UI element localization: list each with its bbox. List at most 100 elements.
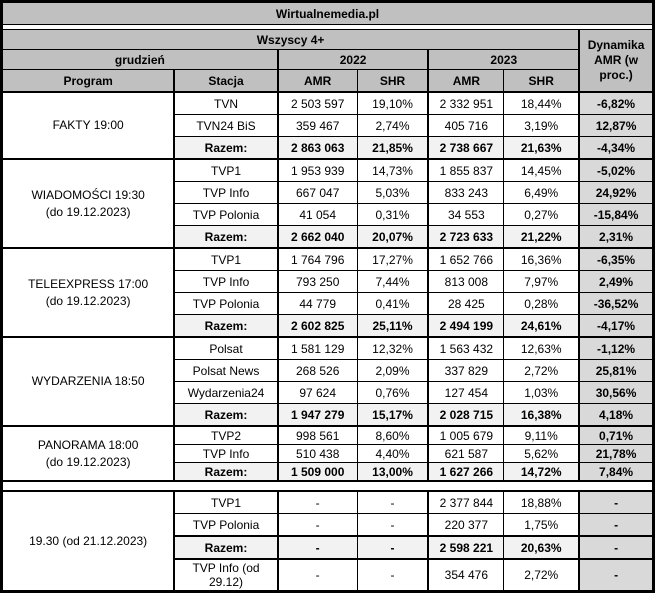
year-2022-header: 2022 bbox=[276, 49, 429, 70]
dynamics-cell: -36,52% bbox=[578, 292, 655, 315]
amr-2022-cell: 268 526 bbox=[276, 359, 358, 382]
dynamics-cell: -15,84% bbox=[578, 203, 655, 226]
amr-2023-cell: 34 553 bbox=[427, 203, 505, 226]
amr-2022-cell: 1 953 939 bbox=[276, 158, 358, 182]
shr-2023-cell: 14,45% bbox=[503, 158, 580, 182]
shr-2023-cell: 1,03% bbox=[503, 381, 580, 404]
shr-2022-cell: 7,44% bbox=[356, 270, 429, 293]
shr-2023-cell: 16,36% bbox=[503, 247, 580, 271]
table-row: Razem: 2 602 825 25,11% 2 494 199 24,61% -4,1… bbox=[2, 314, 655, 338]
station-cell: TVP2 bbox=[173, 425, 279, 445]
month-header: grudzień bbox=[0, 49, 279, 70]
shr-2022-cell: 4,40% bbox=[356, 444, 429, 463]
shr-2023-cell: 20,63% bbox=[503, 535, 580, 560]
program-cell: 19.30 (od 21.12.2023) bbox=[1, 490, 175, 592]
table-row: Wydarzenia24 97 624 0,76% 127 454 1,03% 30,56… bbox=[2, 381, 655, 404]
amr-2023-cell: 220 377 bbox=[427, 513, 505, 537]
station-cell: Razem: bbox=[173, 136, 279, 160]
dynamics-cell: 2,49% bbox=[578, 270, 655, 293]
dynamics-header: Dynamika AMR (w proc.) bbox=[578, 29, 655, 93]
table-row: FAKTY 19:00 TVN 2 503 597 19,10% 2 332 951 18… bbox=[1, 91, 655, 160]
shr-2023-cell: 1,75% bbox=[503, 513, 580, 537]
amr-2022-cell: 1 581 129 bbox=[276, 336, 358, 360]
amr-2023-cell: 28 425 bbox=[427, 292, 505, 315]
station-cell: Razem: bbox=[173, 403, 279, 427]
amr-2022-cell: 2 662 040 bbox=[276, 225, 358, 249]
amr-2022-cell: 667 047 bbox=[276, 181, 358, 204]
table-row: Razem: 1 947 279 15,17% 2 028 715 16,38% 4,18… bbox=[2, 403, 655, 427]
shr-2022-cell: - bbox=[356, 558, 429, 592]
station-column-header: Stacja bbox=[173, 69, 279, 93]
shr-2023-cell: 9,11% bbox=[503, 425, 580, 445]
table-row: TVP Info 510 438 4,40% 621 587 5,62% 21,78% bbox=[2, 444, 655, 463]
dynamics-cell: - bbox=[578, 535, 655, 560]
dynamics-cell: 2,31% bbox=[578, 225, 655, 249]
amr-2022-cell: 793 250 bbox=[276, 270, 358, 293]
table-row: TVP Polonia 44 779 0,41% 28 425 0,28% -36,52% bbox=[2, 292, 655, 315]
shr-2022-cell: 0,76% bbox=[356, 381, 429, 404]
amr-2022-cell: 2 602 825 bbox=[276, 314, 358, 338]
amr-2023-cell: 127 454 bbox=[427, 381, 505, 404]
station-cell: TVP Polonia bbox=[173, 513, 279, 537]
page-title: Wirtualnemedia.pl bbox=[1, 1, 654, 25]
shr-2023-cell: 0,27% bbox=[503, 203, 580, 226]
amr-2022-column-header: AMR bbox=[276, 69, 358, 93]
shr-2022-cell: 20,07% bbox=[356, 225, 429, 249]
amr-2023-cell: 1 652 766 bbox=[427, 247, 505, 271]
shr-2022-cell: 0,41% bbox=[356, 292, 429, 315]
amr-2023-cell: 2 028 715 bbox=[427, 403, 505, 427]
amr-2022-cell: 2 863 063 bbox=[276, 136, 358, 160]
amr-2022-cell: 1 947 279 bbox=[276, 403, 358, 427]
program-cell: WYDARZENIA 18:50 bbox=[1, 336, 175, 427]
shr-2023-cell: 18,44% bbox=[503, 91, 580, 115]
table-row: Polsat News 268 526 2,09% 337 829 2,72% 25,81… bbox=[2, 359, 655, 382]
shr-2023-cell: 21,63% bbox=[503, 136, 580, 160]
amr-2023-cell: 2 332 951 bbox=[427, 91, 505, 115]
title-row: Wirtualnemedia.pl bbox=[1, 1, 654, 25]
amr-2023-cell: 2 738 667 bbox=[427, 136, 505, 160]
shr-2023-cell: 18,88% bbox=[503, 490, 580, 514]
amr-2022-cell: - bbox=[276, 558, 358, 592]
station-cell: TVN24 BiS bbox=[173, 114, 279, 137]
station-cell: TVP Info bbox=[173, 181, 279, 204]
dynamics-cell: 4,18% bbox=[578, 403, 655, 427]
dynamics-cell: 24,92% bbox=[578, 181, 655, 204]
amr-2023-cell: 405 716 bbox=[427, 114, 505, 137]
shr-2022-cell: 15,17% bbox=[356, 403, 429, 427]
table-row: Razem: 2 863 063 21,85% 2 738 667 21,63% -4,3… bbox=[2, 136, 655, 160]
station-cell: TVP1 bbox=[173, 158, 279, 182]
dynamics-cell: -1,12% bbox=[578, 336, 655, 360]
table-row: WYDARZENIA 18:50 Polsat 1 581 129 12,32% 1 5… bbox=[1, 336, 655, 427]
shr-2023-cell: 24,61% bbox=[503, 314, 580, 338]
dynamics-cell: 7,84% bbox=[578, 462, 655, 482]
amr-2022-cell: - bbox=[276, 535, 358, 560]
shr-2022-cell: 21,85% bbox=[356, 136, 429, 160]
dynamics-cell: 12,87% bbox=[578, 114, 655, 137]
shr-2023-cell: 6,49% bbox=[503, 181, 580, 204]
amr-2023-cell: 354 476 bbox=[427, 558, 505, 592]
program-cell: TELEEXPRESS 17:00 (do 19.12.2023) bbox=[1, 247, 175, 338]
table-row: TVP Info 793 250 7,44% 813 008 7,97% 2,49% bbox=[2, 270, 655, 293]
shr-2022-cell: 2,09% bbox=[356, 359, 429, 382]
shr-2023-cell: 2,72% bbox=[503, 359, 580, 382]
amr-2023-cell: 833 243 bbox=[427, 181, 505, 204]
shr-2022-cell: 5,03% bbox=[356, 181, 429, 204]
shr-2022-cell: 2,74% bbox=[356, 114, 429, 137]
dynamics-cell: -6,82% bbox=[578, 91, 655, 115]
dynamics-cell: 25,81% bbox=[578, 359, 655, 382]
dynamics-cell: -4,17% bbox=[578, 314, 655, 338]
audience-row: Wszyscy 4+ Dynamika AMR (w proc.) bbox=[1, 29, 655, 93]
shr-2023-cell: 16,38% bbox=[503, 403, 580, 427]
amr-2023-column-header: AMR bbox=[427, 69, 505, 93]
table-row: TVN24 BiS 359 467 2,74% 405 716 3,19% 12,87% bbox=[2, 114, 655, 137]
shr-2022-cell: 8,60% bbox=[356, 425, 429, 445]
amr-2022-cell: 44 779 bbox=[276, 292, 358, 315]
shr-2023-cell: 7,97% bbox=[503, 270, 580, 293]
amr-2022-cell: - bbox=[276, 490, 358, 514]
shr-2023-column-header: SHR bbox=[503, 69, 580, 93]
amr-2022-cell: 359 467 bbox=[276, 114, 358, 137]
station-cell: TVP Info bbox=[173, 270, 279, 293]
amr-2023-cell: 813 008 bbox=[427, 270, 505, 293]
